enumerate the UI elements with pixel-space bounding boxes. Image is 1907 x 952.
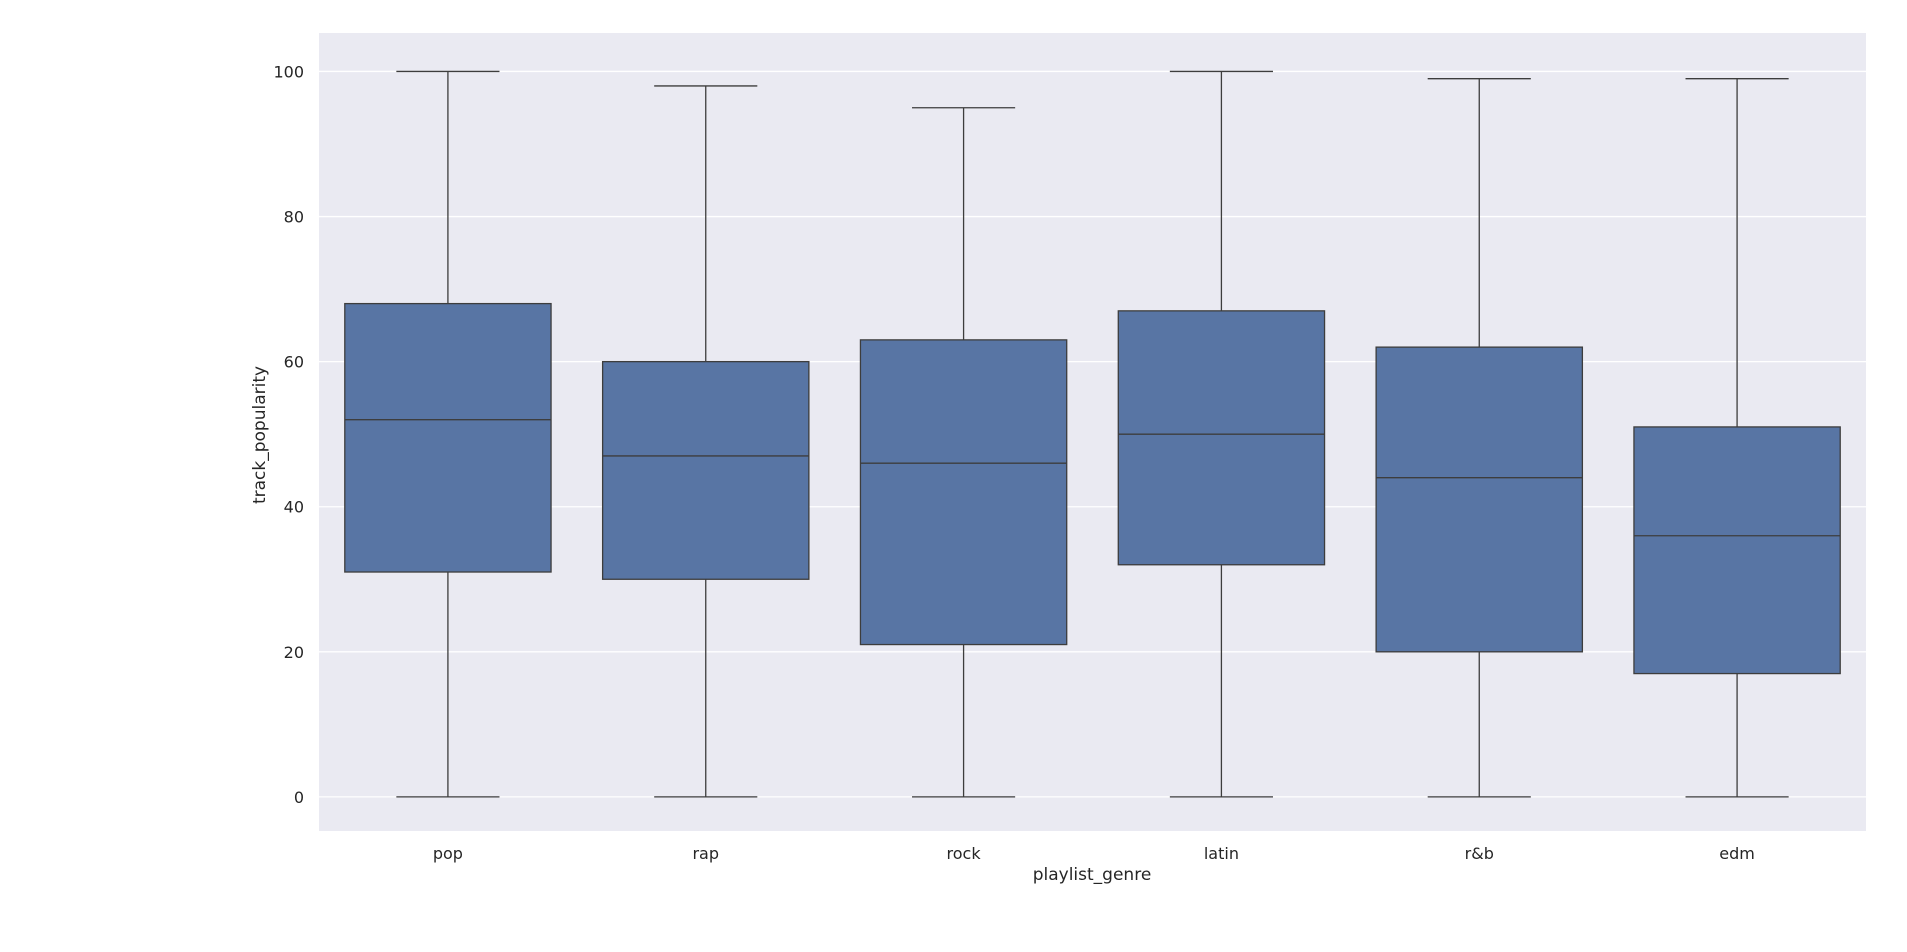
y-tick-labels: 0 20 40 60 80 100	[273, 62, 304, 806]
box-iqr	[344, 302, 552, 573]
y-tick-label-0: 0	[294, 788, 304, 807]
box-iqr	[1117, 310, 1326, 566]
box-latin	[1117, 70, 1326, 798]
box-iqr	[859, 339, 1068, 646]
box-rap	[601, 85, 810, 798]
box-iqr	[1375, 346, 1584, 653]
box-edm	[1633, 78, 1841, 798]
boxes	[344, 70, 1841, 798]
box-iqr	[601, 360, 810, 580]
y-axis-title: track_popularity	[250, 366, 270, 504]
x-tick-label-4: r&b	[1465, 844, 1494, 863]
x-tick-labels: pop rap rock latin r&b edm	[433, 844, 1755, 863]
y-tick-label-5: 100	[273, 62, 304, 81]
y-tick-label-3: 60	[284, 353, 304, 372]
box-iqr	[1633, 426, 1841, 675]
y-tick-label-4: 80	[284, 208, 304, 227]
box-rock	[859, 107, 1068, 798]
y-tick-label-1: 20	[284, 643, 304, 662]
box-r&b	[1375, 78, 1584, 798]
grid-lines	[319, 70, 1866, 798]
plot-background	[319, 33, 1866, 831]
x-tick-label-1: rap	[692, 844, 719, 863]
x-tick-label-2: rock	[947, 844, 982, 863]
box-pop	[344, 70, 552, 798]
y-tick-label-2: 40	[284, 498, 304, 517]
x-tick-label-0: pop	[433, 844, 463, 863]
x-tick-label-3: latin	[1204, 844, 1239, 863]
x-axis-title: playlist_genre	[1033, 865, 1152, 885]
x-tick-label-5: edm	[1719, 844, 1755, 863]
